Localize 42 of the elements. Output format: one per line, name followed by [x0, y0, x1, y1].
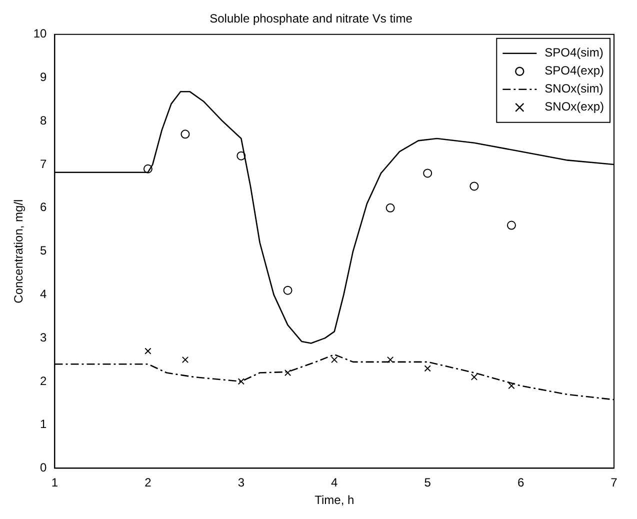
point — [143, 164, 152, 174]
y-tick-label: 9 — [40, 70, 48, 84]
point — [423, 168, 432, 178]
y-tick-label: 4 — [40, 286, 48, 301]
point — [424, 365, 431, 372]
y-tick-label: 10 — [33, 26, 48, 41]
point — [236, 151, 246, 160]
point — [506, 220, 516, 230]
y-tick-label: 2 — [40, 374, 48, 388]
point — [470, 182, 479, 191]
legend-label: SPO4(sim) — [544, 46, 604, 60]
y-tick-label: 6 — [40, 200, 48, 214]
legend-label: SNOx(sim) — [544, 82, 604, 96]
y-axis-title: Concentration, mg/l — [12, 199, 26, 304]
point — [180, 130, 190, 139]
y-tick-label: 0 — [40, 460, 48, 475]
y-tick-label: 1 — [40, 417, 48, 432]
y-tick-label: 7 — [40, 156, 48, 171]
point — [470, 374, 478, 380]
x-tick-label: 6 — [517, 476, 524, 490]
point — [284, 369, 292, 376]
x-tick-label: 7 — [610, 476, 618, 490]
y-tick-label: 3 — [40, 330, 48, 344]
x-axis-title: Time, h — [314, 493, 354, 508]
point — [386, 203, 395, 212]
x-tick-label: 5 — [424, 476, 432, 490]
point — [508, 382, 515, 390]
point — [182, 356, 189, 364]
y-tick-label: 5 — [40, 244, 48, 258]
point — [283, 286, 292, 295]
x-tick-label: 2 — [144, 476, 152, 490]
chart-title: Soluble phosphate and nitrate Vs time — [210, 12, 413, 26]
point — [238, 378, 244, 385]
x-tick-label: 4 — [331, 476, 338, 490]
point — [144, 348, 152, 354]
legend-label: SPO4(exp) — [544, 64, 604, 78]
x-tick-label: 3 — [238, 476, 245, 490]
point — [386, 356, 394, 364]
point — [331, 356, 338, 364]
legend-label: SNOx(exp) — [544, 100, 604, 114]
y-tick-label: 8 — [40, 113, 48, 128]
x-tick-label: 1 — [51, 476, 58, 490]
